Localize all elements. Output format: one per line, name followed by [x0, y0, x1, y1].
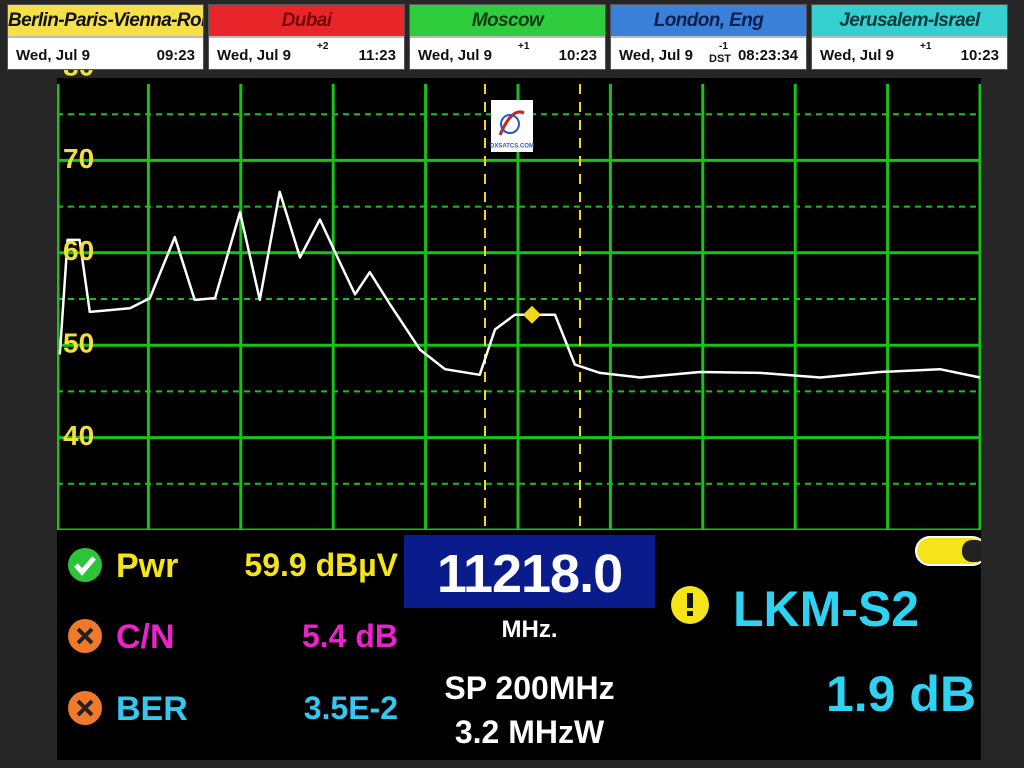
clock-panel: London, Eng Wed, Jul 9 -1 DST 08:23:34 — [610, 4, 807, 70]
clock-panel: Moscow Wed, Jul 9 +1 10:23 — [409, 4, 606, 70]
spectrum-trace — [58, 190, 981, 379]
clock-panel: Dubai Wed, Jul 9 +2 11:23 — [208, 4, 405, 70]
y-tick-label: 40 — [63, 420, 94, 451]
clock-offset: -1 — [719, 41, 728, 52]
frequency: 11218.0 — [436, 544, 623, 604]
battery-cap — [962, 540, 986, 562]
clock-date: Wed, Jul 9 — [820, 47, 894, 64]
clock-city: Jerusalem-Israel — [812, 5, 1007, 36]
clock-date: Wed, Jul 9 — [418, 47, 492, 64]
clock-time: 10:23 — [960, 47, 999, 64]
bottom-border — [0, 760, 1024, 768]
clock-date: Wed, Jul 9 — [217, 47, 291, 64]
mer-clip: 1.9 dB — [820, 665, 981, 725]
bandwidth: 3.2 MHzW — [454, 714, 605, 750]
clock-time: 09:23 — [156, 47, 195, 64]
clock-row: Wed, Jul 9 +1 10:23 — [410, 36, 605, 71]
clock-time: 10:23 — [558, 47, 597, 64]
ber-value: 3.5E-2 — [303, 690, 398, 726]
clock-panel: Jerusalem-Israel Wed, Jul 9 +1 10:23 — [811, 4, 1008, 70]
clock-row: Wed, Jul 9 -1 DST 08:23:34 — [611, 36, 806, 71]
pwr-value: 59.9 dBµV — [244, 547, 398, 583]
pwr-label: Pwr — [116, 547, 179, 585]
clock-time: 11:23 — [358, 47, 396, 64]
modulation: LKM-S2 — [733, 581, 920, 637]
ber-label: BER — [116, 690, 188, 728]
frequency-unit: MHz. — [501, 616, 558, 643]
y-tick-label: 70 — [63, 143, 94, 174]
y-tick-label: 50 — [63, 328, 94, 359]
clock-offset: +1 — [518, 41, 530, 52]
ok-check — [74, 556, 96, 576]
clock-panel: Berlin-Paris-Vienna-Roma Wed, Jul 9 09:23 — [7, 4, 204, 70]
clock-offset: +1 — [920, 41, 932, 52]
clock-row: Wed, Jul 9 +2 11:23 — [209, 36, 404, 71]
clock-offset: +2 — [317, 41, 329, 52]
cn-value: 5.4 dB — [301, 618, 398, 654]
warning-dot — [687, 611, 693, 616]
clock-time: 08:23:34 — [737, 47, 798, 64]
cn-label: C/N — [116, 618, 175, 656]
clock-city: London, Eng — [611, 5, 806, 36]
right-border — [981, 78, 1024, 768]
logo: DXSATCS.COM — [490, 100, 534, 152]
warning-mark — [687, 593, 693, 608]
clock-city: Dubai — [209, 5, 404, 36]
clock-row: Wed, Jul 9 09:23 — [8, 36, 203, 71]
peak-marker — [522, 305, 541, 324]
clock-city: Moscow — [410, 5, 605, 36]
clock-city: Berlin-Paris-Vienna-Roma — [8, 5, 203, 36]
fail-cross — [76, 699, 94, 717]
fail-cross — [76, 627, 94, 645]
span: SP 200MHz — [444, 670, 615, 706]
clock-date: Wed, Jul 9 — [16, 47, 90, 64]
clock-row: Wed, Jul 9 +1 10:23 — [812, 36, 1007, 71]
svg-text:DXSATCS.COM: DXSATCS.COM — [490, 144, 534, 150]
frequency-box — [404, 535, 655, 608]
clock-date: Wed, Jul 9 — [619, 47, 693, 64]
mer-value: 1.9 dB — [826, 666, 977, 722]
y-tick-label: 60 — [63, 235, 94, 266]
clock-dst: DST — [709, 53, 731, 65]
